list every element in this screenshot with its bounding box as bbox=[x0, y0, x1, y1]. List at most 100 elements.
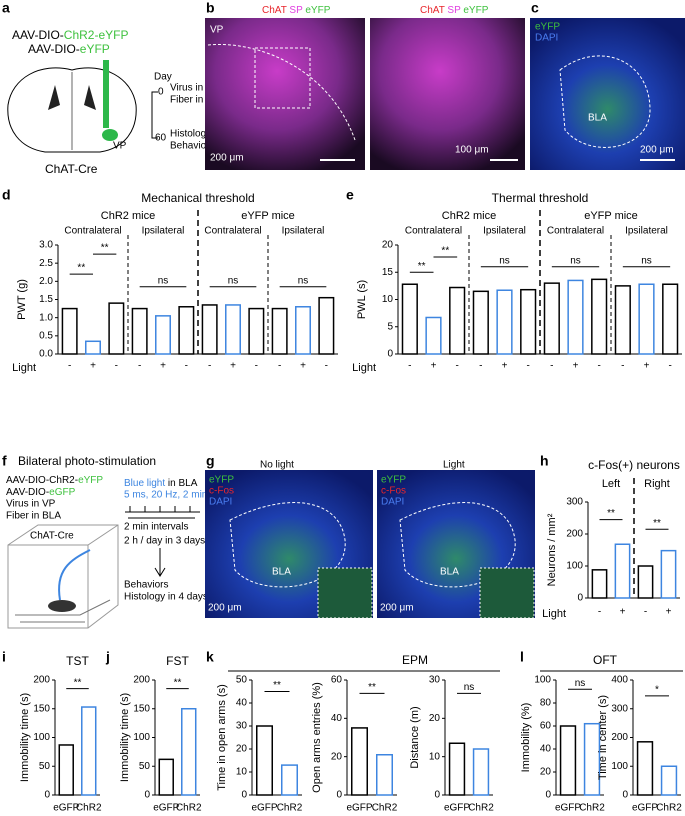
x-tick-label: eGFP bbox=[444, 803, 470, 814]
condition: Light bbox=[443, 460, 465, 471]
region-label: BLA bbox=[272, 567, 291, 578]
bar bbox=[496, 289, 513, 355]
bar bbox=[85, 340, 101, 355]
scale-label: 200 μm bbox=[208, 603, 242, 614]
subgroup-label: Contralateral bbox=[64, 226, 121, 237]
bar bbox=[637, 565, 654, 599]
x-tick-label: eGFP bbox=[153, 803, 179, 814]
outline bbox=[559, 55, 651, 148]
x-tick-label: - bbox=[644, 607, 647, 618]
y-tick-label: 200 bbox=[33, 675, 50, 686]
stain-label: eYFP bbox=[209, 475, 234, 486]
y-tick-label: 1.5 bbox=[39, 294, 53, 305]
protocol: 2 h / day in 3 days bbox=[124, 536, 205, 547]
x-tick-label: + bbox=[666, 607, 672, 618]
y-axis-label: Immobility time (s) bbox=[19, 693, 31, 782]
y-tick-label: 100 bbox=[33, 732, 50, 743]
significance-label: ** bbox=[273, 680, 281, 691]
x-tick-label: - bbox=[255, 361, 258, 372]
y-tick-label: 0.0 bbox=[39, 349, 53, 360]
y-tick-label: 10 bbox=[429, 751, 441, 762]
x-tick-label: eGFP bbox=[53, 803, 79, 814]
y-tick-label: 10 bbox=[382, 294, 394, 305]
note: Virus in VP bbox=[6, 499, 56, 510]
x-tick-label: ChR2 bbox=[656, 803, 682, 814]
group-label: ChR2 mice bbox=[442, 210, 496, 222]
panel-label: h bbox=[540, 453, 549, 469]
bar bbox=[660, 549, 677, 599]
significance-label: ** bbox=[653, 518, 661, 529]
y-axis-label: Open arms entries (%) bbox=[311, 682, 323, 793]
bar bbox=[614, 543, 631, 599]
panel-label: i bbox=[2, 649, 6, 665]
chart-title: Mechanical threshold bbox=[141, 191, 254, 205]
x-tick-label: - bbox=[550, 361, 553, 372]
timeline-day: 60 bbox=[155, 133, 167, 144]
x-tick-label: - bbox=[138, 361, 141, 372]
y-tick-label: 20 bbox=[382, 240, 394, 251]
bar bbox=[281, 764, 298, 796]
bar bbox=[401, 283, 418, 355]
group-label: eYFP mice bbox=[241, 210, 295, 222]
chart-title: FST bbox=[166, 654, 189, 668]
bar bbox=[295, 306, 311, 355]
inset bbox=[317, 567, 373, 619]
y-axis-label: Time in center (s) bbox=[597, 695, 609, 780]
panel-label: e bbox=[346, 187, 354, 203]
x-tick-label: eGFP bbox=[346, 803, 372, 814]
x-tick-label: + bbox=[644, 361, 650, 372]
stain-label: DAPI bbox=[381, 497, 404, 508]
x-tick-label: ChR2 bbox=[76, 803, 102, 814]
y-tick-label: 50 bbox=[39, 761, 51, 772]
bar bbox=[591, 278, 608, 355]
significance-label: ns bbox=[228, 275, 239, 286]
subgroup-label: Ipsilateral bbox=[483, 226, 526, 237]
inset-box bbox=[254, 47, 311, 109]
subgroup-label: Contralateral bbox=[405, 226, 462, 237]
x-tick-label: - bbox=[479, 361, 482, 372]
x-tick-label: - bbox=[278, 361, 281, 372]
subgroup-label: Ipsilateral bbox=[142, 226, 185, 237]
bar bbox=[448, 742, 466, 796]
panel-label: g bbox=[206, 453, 215, 469]
y-tick-label: 20 bbox=[540, 767, 552, 778]
x-tick-label: - bbox=[208, 361, 211, 372]
significance-label: ns bbox=[158, 275, 169, 286]
timeline-step: Fiber in BLA bbox=[170, 95, 225, 106]
bar bbox=[248, 307, 265, 355]
bar bbox=[425, 316, 442, 355]
significance-label: ** bbox=[174, 677, 182, 688]
x-axis-label: Light bbox=[352, 362, 376, 374]
y-tick-label: 0 bbox=[387, 349, 393, 360]
y-axis-label: Immobility time (s) bbox=[119, 693, 131, 782]
y-tick-label: 30 bbox=[236, 721, 248, 732]
y-tick-label: 150 bbox=[133, 703, 150, 714]
outcome: Histology in 4 days bbox=[124, 592, 208, 603]
construct: AAV-DIO-ChR2-eYFP bbox=[12, 28, 128, 42]
micrograph bbox=[530, 18, 685, 170]
x-tick-label: ChR2 bbox=[372, 803, 398, 814]
bar bbox=[58, 744, 74, 796]
condition: No light bbox=[260, 460, 294, 471]
y-tick-label: 100 bbox=[611, 761, 628, 772]
y-tick-label: 5 bbox=[387, 321, 393, 332]
significance-label: ns bbox=[464, 682, 475, 693]
y-tick-label: 60 bbox=[540, 721, 552, 732]
x-tick-label: - bbox=[668, 361, 671, 372]
stain-label: ChAT SP eYFP bbox=[420, 5, 489, 16]
timeline-day: 0 bbox=[158, 87, 164, 98]
subgroup-label: Contralateral bbox=[204, 226, 261, 237]
y-tick-label: 3.0 bbox=[39, 240, 53, 251]
mouse-line: ChAT-Cre bbox=[45, 162, 98, 176]
bar bbox=[660, 765, 678, 796]
y-tick-label: 0 bbox=[434, 790, 440, 801]
timeline-step: Histology bbox=[170, 129, 211, 140]
timeline-step: Virus in VP bbox=[170, 83, 220, 94]
stain-label: ChAT SP eYFP bbox=[262, 5, 331, 16]
x-tick-label: ChR2 bbox=[468, 803, 494, 814]
y-axis-label: Neurons / mm² bbox=[546, 513, 558, 586]
x-tick-label: - bbox=[185, 361, 188, 372]
panel-label: c bbox=[531, 0, 539, 16]
y-tick-label: 0 bbox=[336, 790, 342, 801]
